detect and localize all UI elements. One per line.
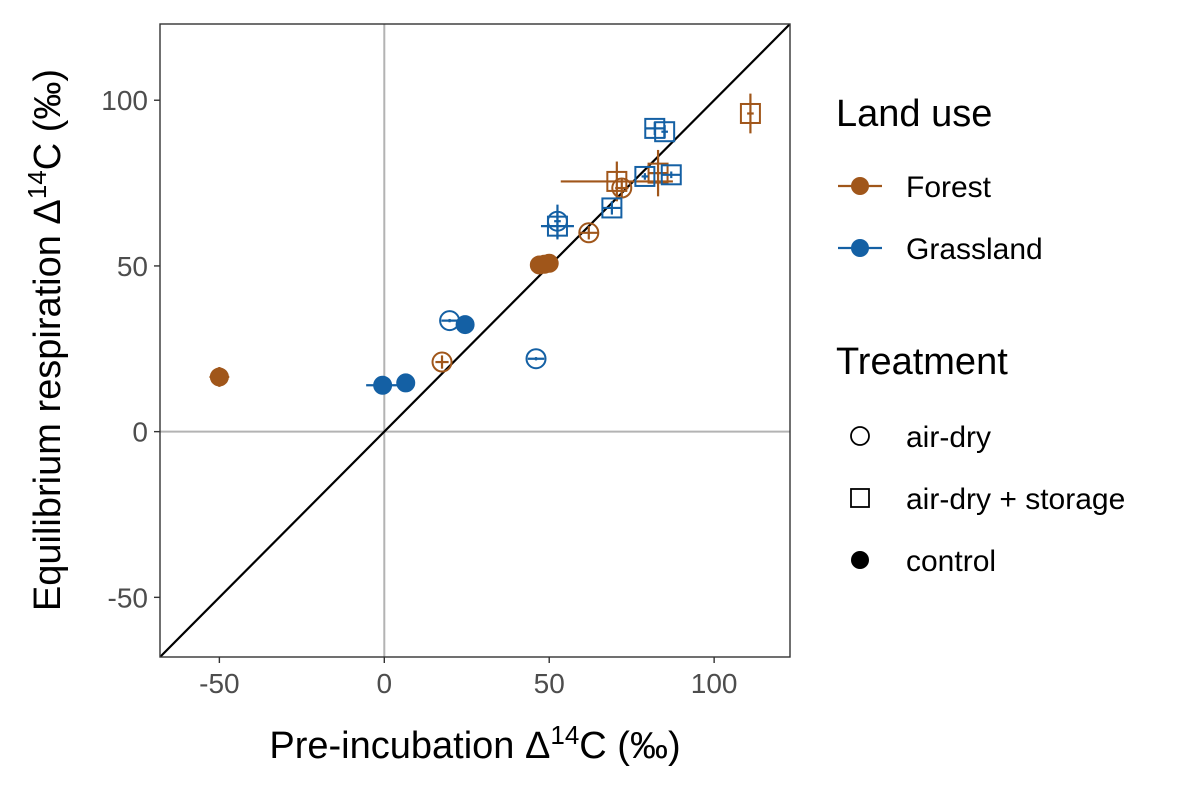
marker-filled-circle — [455, 315, 475, 335]
marker-open-square — [606, 170, 628, 192]
y-tick-label: 50 — [117, 251, 148, 282]
reference-lines — [160, 24, 790, 657]
x-tick-label: 100 — [691, 668, 738, 699]
legend-entry-forest: Forest — [838, 171, 992, 204]
marker-filled-circle — [396, 373, 416, 393]
legend-title-treatment: Treatment — [836, 341, 1008, 383]
marker-open-square — [654, 121, 676, 143]
marker-open-square — [647, 162, 669, 184]
axes: -50 0 50 100 -50 0 50 100 — [101, 85, 737, 699]
data-point-forest-air-dry-storage — [739, 93, 761, 134]
y-tick-label: -50 — [108, 582, 148, 613]
data-point-forest-control — [209, 367, 230, 387]
x-tick-label: 50 — [534, 668, 565, 699]
legend-open-circle-key — [850, 426, 870, 446]
marker-filled-circle — [373, 375, 393, 395]
marker-filled-circle — [539, 253, 559, 273]
data-point-grassland-air-dry-storage — [660, 164, 682, 186]
data-point-forest-air-dry — [578, 222, 600, 244]
legend-label: Grassland — [906, 233, 1043, 266]
legend-entry-air-dry-storage: air-dry + storage — [850, 483, 1125, 516]
data-point-grassland-air-dry — [525, 348, 547, 370]
marker-filled-circle — [209, 367, 229, 387]
y-axis-title: Equilibrium respiration Δ14C (‰) — [22, 69, 69, 611]
marker-open-square — [546, 215, 568, 237]
marker-open-square — [634, 165, 656, 187]
y-tick-label: 100 — [101, 85, 148, 116]
identity-line — [160, 24, 790, 657]
legend-open-square-key — [850, 488, 870, 508]
data-point-forest-air-dry-storage — [560, 161, 673, 202]
legend-dot-key — [851, 239, 869, 257]
legend-filled-circle-key — [851, 551, 869, 569]
data-point-grassland-air-dry-storage — [540, 212, 574, 240]
data-point-grassland-air-dry-storage — [654, 121, 676, 143]
legend-entry-grassland: Grassland — [838, 233, 1043, 266]
data-point-grassland-air-dry-storage — [601, 197, 623, 219]
legend-entry-air-dry: air-dry — [850, 421, 991, 454]
legend-label: Forest — [906, 171, 992, 204]
marker-open-circle — [525, 348, 547, 370]
x-tick-label: -50 — [199, 668, 239, 699]
data-points — [209, 93, 761, 395]
data-point-grassland-control — [396, 373, 416, 393]
marker-open-circle — [431, 351, 453, 373]
marker-open-square — [601, 197, 623, 219]
marker-open-square — [739, 102, 761, 124]
data-point-grassland-control — [366, 375, 400, 395]
marker-open-square — [660, 164, 682, 186]
data-point-grassland-air-dry — [439, 310, 461, 332]
legend-label: air-dry — [906, 421, 991, 454]
data-point-grassland-control — [455, 315, 475, 335]
marker-open-circle — [439, 310, 461, 332]
data-point-forest-air-dry-storage — [647, 149, 669, 197]
marker-open-circle — [578, 222, 600, 244]
legend: Land use Forest Grassland Treatment air-dry a… — [836, 93, 1125, 578]
x-tick-label: 0 — [377, 668, 393, 699]
data-point-forest-air-dry — [431, 351, 453, 373]
data-point-forest-control — [539, 253, 559, 273]
y-tick-label: 0 — [132, 417, 148, 448]
plot-panel-border — [159, 23, 791, 658]
legend-title-land-use: Land use — [836, 93, 992, 135]
legend-dot-key — [851, 177, 869, 195]
legend-label: air-dry + storage — [906, 483, 1125, 516]
legend-entry-control: control — [851, 545, 996, 578]
data-point-grassland-air-dry-storage — [634, 165, 656, 187]
x-axis-title: Pre-incubation Δ14C (‰) — [269, 720, 680, 767]
legend-label: control — [906, 545, 996, 578]
